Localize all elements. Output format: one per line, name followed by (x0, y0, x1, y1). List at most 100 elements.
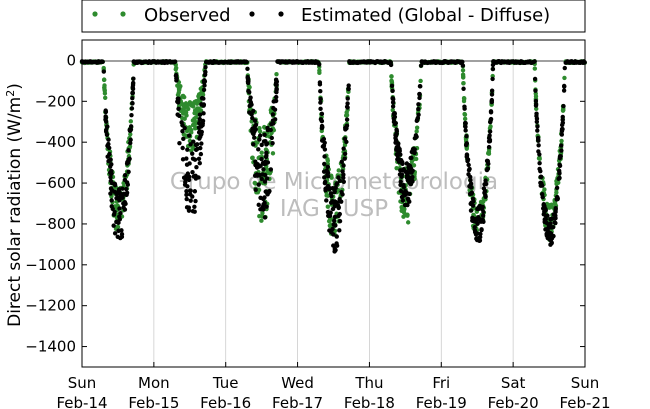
data-point (193, 176, 199, 181)
y-axis-label-close: ) (5, 83, 25, 90)
data-point (559, 132, 565, 137)
data-point (172, 59, 178, 64)
data-point (402, 206, 407, 212)
data-point (127, 127, 132, 133)
legend-marker-estimated (249, 11, 255, 17)
data-point (399, 172, 405, 177)
data-point (334, 243, 340, 248)
data-point (192, 204, 197, 209)
data-point (481, 209, 486, 215)
data-point (554, 185, 560, 191)
data-point (264, 204, 269, 209)
data-point (480, 217, 485, 223)
data-point (463, 120, 468, 126)
data-point (555, 196, 560, 202)
data-point (201, 111, 206, 116)
data-point (540, 194, 545, 200)
data-point (460, 68, 466, 73)
data-point (128, 124, 134, 129)
data-point (192, 157, 198, 162)
data-point (410, 179, 415, 184)
data-point (343, 125, 348, 130)
data-point (538, 174, 543, 180)
data-point (535, 128, 540, 133)
data-point (109, 168, 114, 174)
data-point (482, 190, 487, 196)
data-point (183, 103, 188, 108)
data-point (411, 146, 416, 152)
data-point (124, 186, 129, 192)
data-point (119, 234, 125, 240)
data-point (544, 226, 550, 232)
data-point (264, 150, 269, 155)
data-point (392, 110, 397, 116)
data-point (344, 117, 350, 122)
data-point (245, 66, 250, 72)
data-point (562, 75, 567, 81)
data-point (268, 167, 274, 172)
data-point (108, 178, 114, 184)
data-point (400, 161, 405, 167)
data-point (469, 185, 474, 190)
data-point (128, 132, 133, 137)
data-point (322, 175, 327, 180)
data-point (322, 179, 328, 185)
data-point (557, 163, 563, 169)
data-point (130, 96, 135, 101)
x-tick-label-date: Feb-19 (416, 394, 467, 409)
data-point (532, 76, 538, 82)
data-point (128, 119, 134, 124)
data-point (116, 220, 121, 225)
data-point (537, 155, 542, 160)
data-point (260, 172, 265, 177)
data-point (557, 154, 563, 159)
data-point (472, 228, 478, 233)
data-point (112, 231, 118, 236)
data-point (112, 182, 118, 188)
data-point (177, 140, 182, 146)
data-point (203, 69, 208, 75)
x-tick-label-day: Sat (501, 374, 526, 392)
data-point (270, 112, 276, 117)
data-point (543, 216, 549, 222)
x-tick-label-date: Feb-21 (559, 394, 610, 409)
data-point (103, 119, 109, 124)
data-point (482, 182, 487, 187)
data-point (464, 154, 470, 160)
data-point (116, 189, 121, 195)
data-point (558, 143, 564, 148)
data-point (405, 177, 410, 183)
data-point (117, 206, 122, 211)
data-point (398, 188, 404, 194)
data-point (489, 92, 495, 97)
data-point (418, 78, 423, 84)
data-point (468, 174, 473, 180)
data-point (388, 62, 394, 68)
data-point (414, 117, 420, 123)
data-point (190, 170, 195, 175)
data-point (125, 182, 130, 187)
x-tick-label-day: Sun (68, 374, 97, 392)
x-tick-label-day: Tue (212, 374, 239, 392)
data-point (184, 205, 190, 210)
data-point (126, 169, 131, 175)
data-point (182, 116, 187, 121)
data-point (188, 188, 193, 193)
data-point (118, 210, 123, 216)
data-point (101, 69, 107, 74)
data-point (261, 139, 267, 144)
data-point (247, 103, 252, 109)
data-point (100, 59, 105, 65)
data-point (192, 189, 198, 194)
data-point (259, 156, 264, 162)
data-point (188, 142, 193, 147)
data-point (559, 138, 564, 144)
data-point (187, 125, 192, 130)
data-point (319, 138, 325, 143)
data-point (407, 170, 412, 175)
data-point (129, 112, 134, 118)
data-point (337, 218, 343, 224)
data-point (194, 165, 199, 170)
data-point (490, 66, 496, 72)
data-point (534, 111, 539, 116)
